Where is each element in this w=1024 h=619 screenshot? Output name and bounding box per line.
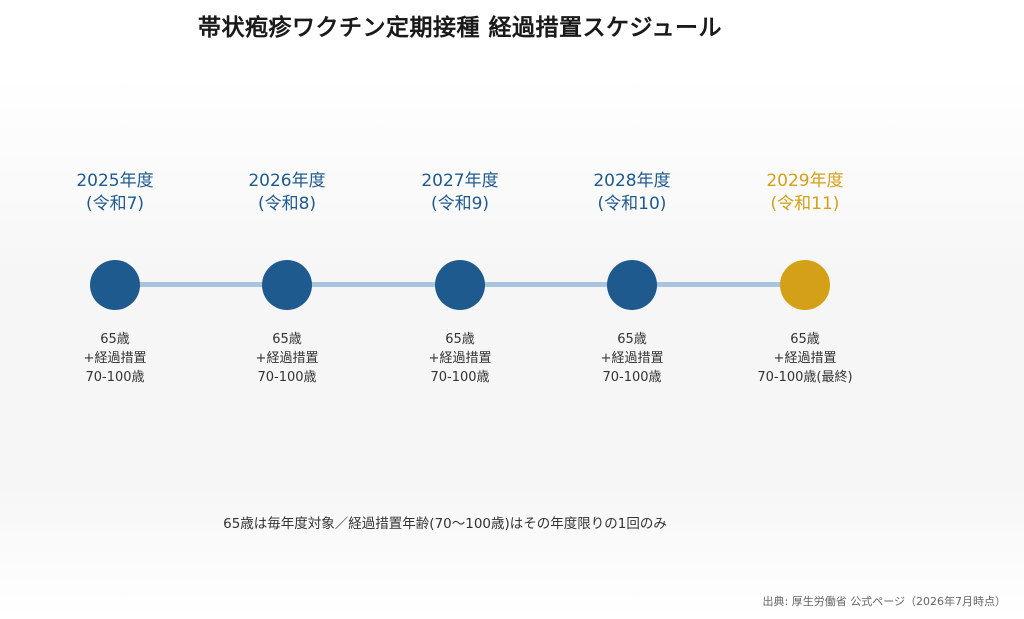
year-text: 2026年度 <box>248 171 326 191</box>
target-range: 70-100歳 <box>85 370 145 385</box>
page-title: 帯状疱疹ワクチン定期接種 経過措置スケジュール <box>198 15 722 41</box>
target-group-2026: 65歳 +経過措置 70-100歳 <box>207 330 367 387</box>
target-extra: +経過措置 <box>600 351 664 366</box>
year-text: 2025年度 <box>76 171 154 191</box>
timeline-node-2025 <box>90 260 140 310</box>
target-group-2028: 65歳 +経過措置 70-100歳 <box>552 330 712 387</box>
year-text: 2028年度 <box>593 171 671 191</box>
target-group-2029: 65歳 +経過措置 70-100歳(最終) <box>725 330 885 387</box>
timeline-node-2026 <box>262 260 312 310</box>
source-credit: 出典: 厚生労働省 公式ページ（2026年7月時点） <box>762 595 1006 608</box>
timeline-node-2028 <box>607 260 657 310</box>
year-label-2029: 2029年度 (令和11) <box>725 170 885 216</box>
target-age: 65歳 <box>272 332 302 347</box>
year-text: 2027年度 <box>421 171 499 191</box>
year-label-2026: 2026年度 (令和8) <box>207 170 367 216</box>
year-label-2027: 2027年度 (令和9) <box>380 170 540 216</box>
target-extra: +経過措置 <box>428 351 492 366</box>
target-range: 70-100歳(最終) <box>757 370 853 385</box>
target-extra: +経過措置 <box>255 351 319 366</box>
reiwa-text: (令和9) <box>430 194 490 214</box>
footnote: 65歳は毎年度対象／経過措置年齢(70〜100歳)はその年度限りの1回のみ <box>223 516 667 532</box>
reiwa-text: (令和11) <box>770 194 840 214</box>
target-group-2025: 65歳 +経過措置 70-100歳 <box>35 330 195 387</box>
target-extra: +経過措置 <box>83 351 147 366</box>
target-group-2027: 65歳 +経過措置 70-100歳 <box>380 330 540 387</box>
target-range: 70-100歳 <box>430 370 490 385</box>
reiwa-text: (令和7) <box>85 194 145 214</box>
target-age: 65歳 <box>445 332 475 347</box>
target-age: 65歳 <box>100 332 130 347</box>
target-age: 65歳 <box>617 332 647 347</box>
target-range: 70-100歳 <box>257 370 317 385</box>
year-text: 2029年度 <box>766 171 844 191</box>
target-extra: +経過措置 <box>773 351 837 366</box>
target-age: 65歳 <box>790 332 820 347</box>
target-range: 70-100歳 <box>602 370 662 385</box>
reiwa-text: (令和8) <box>257 194 317 214</box>
year-label-2025: 2025年度 (令和7) <box>35 170 195 216</box>
timeline-node-2027 <box>435 260 485 310</box>
year-label-2028: 2028年度 (令和10) <box>552 170 712 216</box>
reiwa-text: (令和10) <box>597 194 667 214</box>
timeline-node-2029-final <box>780 260 830 310</box>
